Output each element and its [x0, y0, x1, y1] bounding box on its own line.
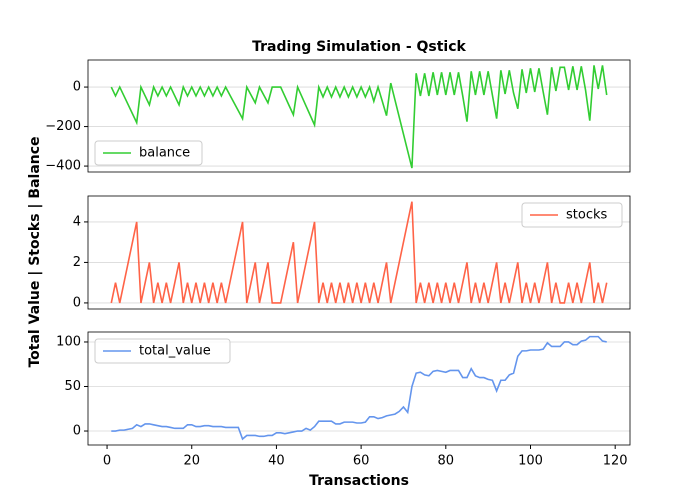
data-line — [110, 65, 608, 169]
legend-box — [94, 140, 203, 166]
x-tick-label: 60 — [353, 454, 370, 469]
legend-box — [94, 338, 231, 364]
data-line — [110, 201, 608, 304]
y-tick-label: 0 — [73, 424, 81, 439]
y-tick-label: 100 — [56, 334, 81, 349]
plot-frame — [87, 331, 631, 446]
x-tick-label: 80 — [438, 454, 455, 469]
y-tick-label: 0 — [73, 295, 81, 310]
y-axis-label: Total Value | Stocks | Balance — [27, 136, 43, 367]
x-tick-label: 40 — [268, 454, 285, 469]
y-tick-label: 2 — [73, 255, 81, 270]
plot-frame — [87, 59, 631, 173]
chart-title: Trading Simulation - Qstick — [252, 39, 466, 55]
x-axis-label: Transactions — [309, 473, 409, 489]
plot-frame — [87, 195, 631, 310]
x-tick-label: 0 — [103, 454, 111, 469]
legend-label: stocks — [566, 208, 607, 223]
legend-label: balance — [139, 146, 190, 161]
y-tick-label: 4 — [73, 214, 81, 229]
y-tick-label: 0 — [73, 80, 81, 95]
data-line — [111, 335, 607, 441]
y-tick-label: −200 — [45, 119, 81, 134]
x-tick-label: 100 — [518, 454, 543, 469]
x-tick-label: 120 — [603, 454, 628, 469]
x-tick-label: 20 — [183, 454, 200, 469]
legend-label: total_value — [139, 344, 211, 359]
legend-box — [521, 202, 623, 228]
y-tick-label: 50 — [64, 379, 81, 394]
y-tick-label: −400 — [45, 159, 81, 174]
